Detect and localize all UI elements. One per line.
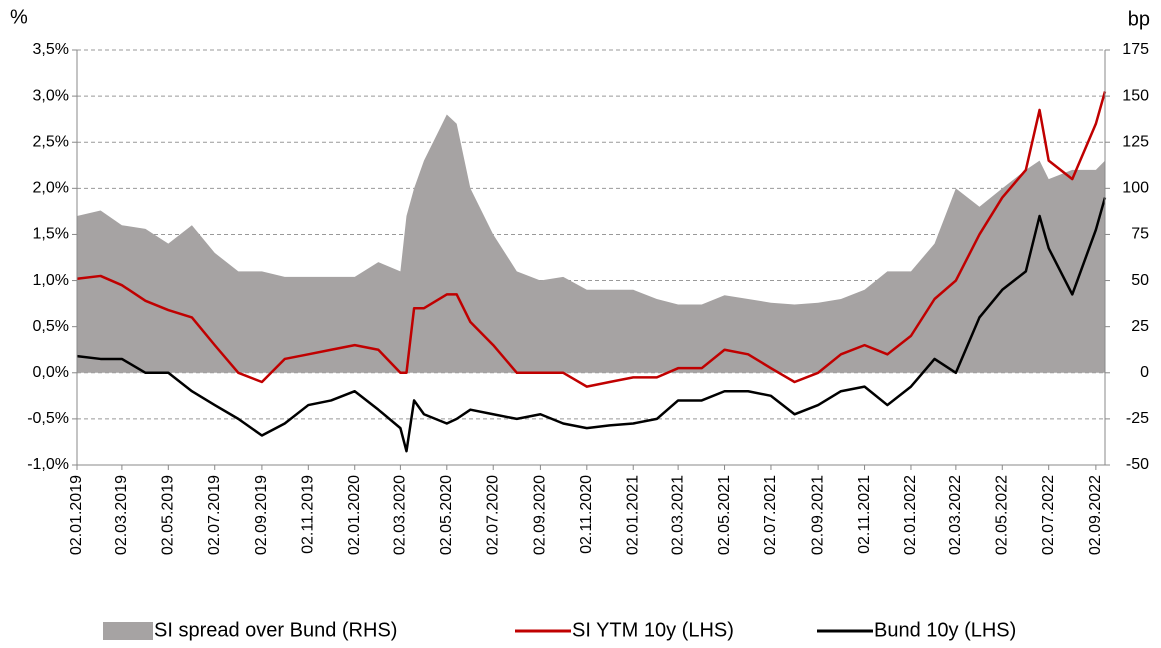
y2-tick-label: 125 <box>1122 133 1149 150</box>
y-tick-label: 2,0% <box>33 180 69 197</box>
x-tick-label: 02.03.2021 <box>669 475 686 555</box>
y2-unit: bp <box>1128 8 1150 30</box>
y2-tick-label: 50 <box>1131 272 1149 289</box>
y-tick-label: 1,5% <box>33 226 69 243</box>
x-tick-label: 02.07.2020 <box>484 475 501 555</box>
legend-label: Bund 10y (LHS) <box>874 619 1016 641</box>
line <box>76 91 1107 388</box>
x-tick-label: 02.09.2022 <box>1087 475 1104 555</box>
y2-tick-label: 25 <box>1131 318 1149 335</box>
y-tick-label: 1,0% <box>33 272 69 289</box>
x-tick-label: 02.09.2019 <box>253 475 270 555</box>
legend-label: SI YTM 10y (LHS) <box>572 619 734 641</box>
x-tick-label: 02.07.2021 <box>762 475 779 555</box>
y2-tick-label: -50 <box>1126 456 1149 473</box>
x-tick-label: 02.05.2020 <box>438 475 455 555</box>
x-tick-label: 02.01.2020 <box>346 475 363 555</box>
x-tick-label: 02.09.2021 <box>809 475 826 555</box>
x-tick-label: 02.11.2021 <box>856 475 873 554</box>
x-tick-label: 02.07.2022 <box>1040 475 1057 555</box>
legend-swatch <box>103 622 153 640</box>
y-tick-label: 0,5% <box>33 318 69 335</box>
area <box>77 114 1105 373</box>
x-tick-label: 02.05.2021 <box>716 475 733 555</box>
y-tick-label: -1,0% <box>27 456 69 473</box>
x-tick-label: 02.11.2020 <box>578 475 595 554</box>
x-tick-label: 02.01.2019 <box>68 475 85 555</box>
y-tick-label: 0,0% <box>33 364 69 381</box>
y2-tick-label: -25 <box>1126 410 1149 427</box>
y-tick-label: 3,0% <box>33 87 69 104</box>
x-tick-label: 02.05.2019 <box>160 475 177 555</box>
line <box>76 197 1107 453</box>
y-tick-label: 2,5% <box>33 133 69 150</box>
x-tick-label: 02.09.2020 <box>532 475 549 555</box>
y2-tick-label: 100 <box>1122 180 1149 197</box>
x-tick-label: 02.11.2019 <box>300 475 317 554</box>
y-tick-label: 3,5% <box>33 41 69 58</box>
x-tick-label: 02.01.2021 <box>624 475 641 555</box>
x-tick-label: 02.05.2022 <box>993 475 1010 555</box>
y2-tick-label: 75 <box>1131 226 1149 243</box>
x-tick-label: 02.01.2022 <box>902 475 919 555</box>
legend-label: SI spread over Bund (RHS) <box>154 619 397 641</box>
y-unit: % <box>10 6 28 28</box>
x-tick-label: 02.03.2019 <box>113 475 130 555</box>
y-tick-label: -0,5% <box>27 410 69 427</box>
y2-tick-label: 0 <box>1140 364 1149 381</box>
y2-tick-label: 175 <box>1122 41 1149 58</box>
x-tick-label: 02.03.2022 <box>947 475 964 555</box>
y2-tick-label: 150 <box>1122 87 1149 104</box>
x-tick-label: 02.07.2019 <box>206 475 223 555</box>
x-tick-label: 02.03.2020 <box>392 475 409 555</box>
legend: SI spread over Bund (RHS) SI YTM 10y (LHS… <box>103 619 1016 641</box>
